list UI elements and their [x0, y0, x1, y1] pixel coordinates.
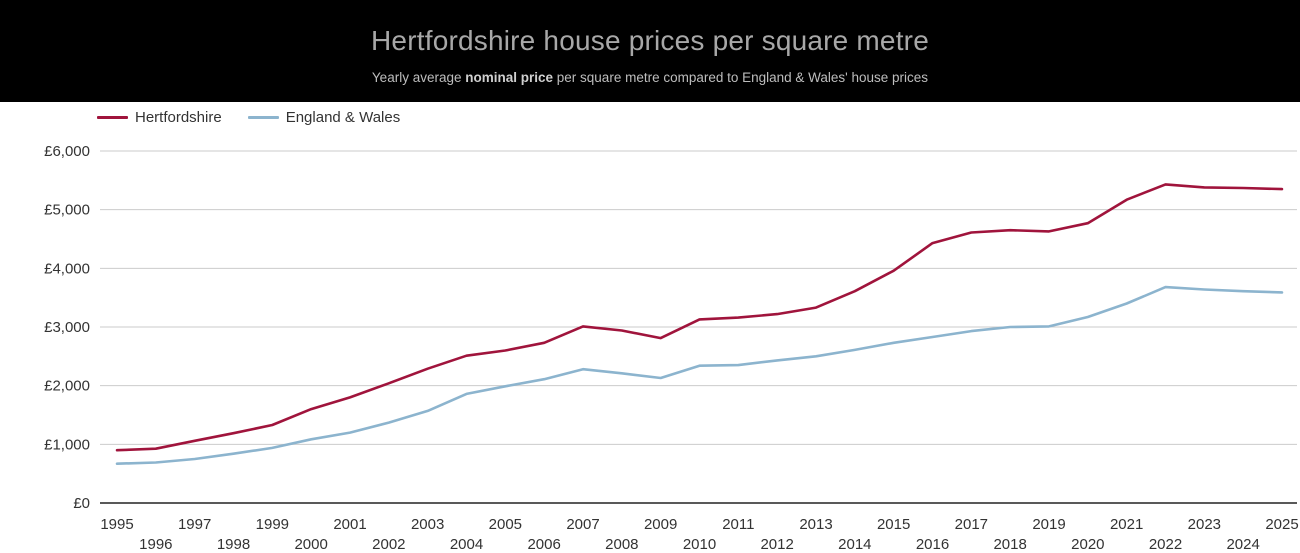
x-tick-label-2000: 2000 [294, 536, 327, 553]
x-tick-label-2011: 2011 [722, 516, 754, 533]
y-tick-label-2000: £2,000 [44, 378, 90, 395]
x-tick-label-2002: 2002 [372, 536, 405, 553]
x-tick-label-2015: 2015 [877, 516, 910, 533]
x-tick-label-2005: 2005 [489, 516, 522, 533]
x-tick-label-2024: 2024 [1226, 536, 1259, 553]
subtitle-suffix: per square metre compared to England & W… [553, 70, 929, 85]
legend-item-england-wales: England & Wales [247, 108, 401, 126]
hertfordshire-line-swatch [97, 115, 128, 119]
chart-legend: Hertfordshire England & Wales [97, 108, 426, 126]
x-tick-label-2003: 2003 [411, 516, 444, 533]
x-tick-label-2022: 2022 [1149, 536, 1182, 553]
y-tick-label-3000: £3,000 [44, 319, 90, 336]
subtitle-prefix: Yearly average [371, 70, 466, 85]
chart-header: Hertfordshire house prices per square me… [0, 0, 1300, 102]
x-tick-label-2012: 2012 [760, 536, 793, 553]
x-tick-label-1998: 1998 [217, 536, 250, 553]
y-tick-label-5000: £5,000 [44, 202, 90, 219]
x-tick-label-2009: 2009 [644, 516, 677, 533]
y-tick-label-0: £0 [73, 495, 90, 512]
hertfordshire-line [115, 183, 1284, 452]
y-tick-label-6000: £6,000 [44, 143, 90, 160]
x-tick-label-2025: 2025 [1265, 516, 1298, 533]
x-tick-label-2008: 2008 [605, 536, 638, 553]
x-tick-label-2013: 2013 [799, 516, 832, 533]
x-tick-label-2014: 2014 [838, 536, 871, 553]
chart-title: Hertfordshire house prices per square me… [371, 25, 929, 56]
x-tick-label-1999: 1999 [256, 516, 289, 533]
england-wales-line-swatch [247, 115, 279, 119]
x-tick-label-2016: 2016 [916, 536, 949, 553]
x-tick-label-2010: 2010 [683, 536, 716, 553]
y-tick-label-1000: £1,000 [44, 436, 90, 453]
x-tick-label-2017: 2017 [955, 516, 988, 533]
x-tick-label-2020: 2020 [1071, 536, 1104, 553]
legend-label-hertfordshire: Hertfordshire [135, 108, 222, 126]
x-tick-label-2019: 2019 [1032, 516, 1065, 533]
x-tick-label-1997: 1997 [178, 516, 211, 533]
x-tick-label-2021: 2021 [1110, 516, 1143, 533]
x-tick-label-1996: 1996 [139, 536, 172, 553]
legend-item-hertfordshire: Hertfordshire [97, 109, 222, 126]
x-tick-label-1995: 1995 [100, 516, 133, 533]
x-tick-label-2006: 2006 [527, 536, 560, 553]
x-tick-label-2001: 2001 [333, 516, 366, 533]
legend-label-england-wales: England & Wales [285, 108, 401, 126]
y-tick-label-4000: £4,000 [44, 260, 90, 277]
england-wales-line [115, 285, 1284, 466]
x-tick-label-2004: 2004 [450, 536, 483, 553]
chart-subtitle: Yearly average nominal price per square … [0, 70, 1300, 85]
x-tick-label-2018: 2018 [993, 536, 1026, 553]
chart-svg: £0 £1,000 £2,000 £3,000 £4,000 £5,000 £6,000 19… [44, 143, 1299, 553]
x-tick-label-2023: 2023 [1188, 516, 1221, 533]
subtitle-bold: nominal price [465, 70, 554, 85]
x-tick-label-2007: 2007 [566, 516, 599, 533]
